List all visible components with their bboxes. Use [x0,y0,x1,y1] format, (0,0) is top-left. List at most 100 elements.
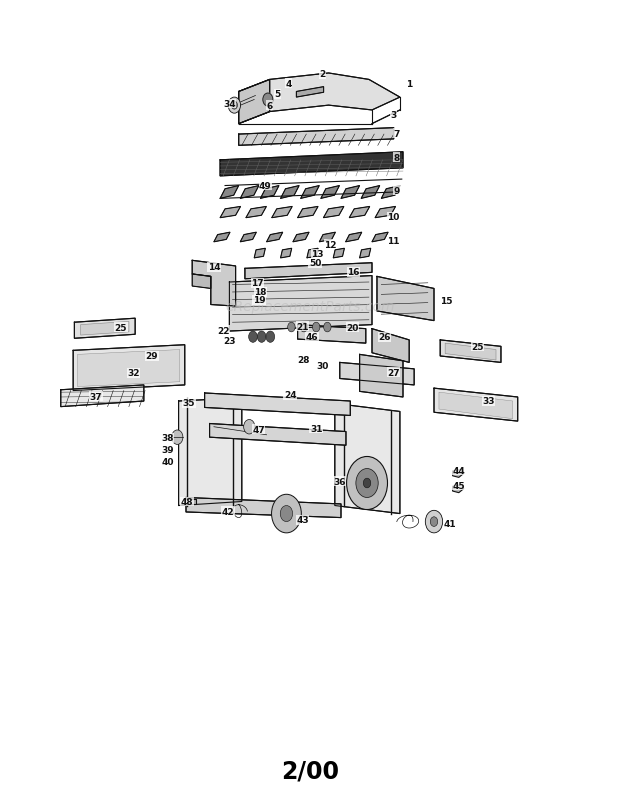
Text: 5: 5 [275,90,281,100]
Text: 15: 15 [440,296,453,306]
Text: 44: 44 [453,466,465,475]
Text: 26: 26 [378,332,391,342]
Text: 35: 35 [183,398,195,408]
Text: 11: 11 [388,236,400,246]
Text: 29: 29 [146,352,158,361]
Polygon shape [272,207,292,218]
Text: 46: 46 [306,332,318,342]
Text: 49: 49 [259,181,272,191]
Polygon shape [360,355,403,397]
Polygon shape [239,74,400,124]
Text: 33: 33 [482,397,495,406]
Text: 31: 31 [310,424,322,434]
Circle shape [249,332,257,343]
Text: 12: 12 [324,240,337,250]
Polygon shape [453,485,464,493]
Polygon shape [192,261,236,307]
Polygon shape [434,389,518,422]
Polygon shape [260,186,279,199]
Polygon shape [280,186,299,199]
Polygon shape [245,263,372,279]
Polygon shape [293,233,309,243]
Polygon shape [246,207,267,218]
Text: eReplacementParts.com: eReplacementParts.com [225,300,395,314]
Polygon shape [335,404,400,514]
Text: 24: 24 [284,390,296,400]
Text: 47: 47 [252,425,265,434]
Circle shape [363,479,371,488]
Text: 25: 25 [471,342,484,352]
Circle shape [430,517,438,527]
Polygon shape [439,393,513,419]
Polygon shape [179,398,242,506]
Circle shape [266,332,275,343]
Polygon shape [267,233,283,243]
Polygon shape [361,186,379,199]
Circle shape [228,98,241,114]
Polygon shape [349,207,370,218]
Polygon shape [296,88,324,98]
Polygon shape [184,499,196,504]
Polygon shape [240,186,259,199]
Text: 50: 50 [309,259,321,268]
Circle shape [347,457,388,510]
Circle shape [288,323,295,332]
Text: 39: 39 [161,445,174,454]
Text: 36: 36 [334,477,346,487]
Polygon shape [73,345,185,391]
Polygon shape [301,186,319,199]
Polygon shape [307,249,318,259]
Polygon shape [298,207,318,218]
Polygon shape [81,322,129,336]
Polygon shape [220,153,403,177]
Text: 17: 17 [251,279,264,288]
Polygon shape [78,350,180,387]
Polygon shape [220,186,239,199]
Circle shape [272,495,301,533]
Polygon shape [210,424,346,446]
Text: 4: 4 [285,79,291,89]
Circle shape [324,323,331,332]
Circle shape [172,430,183,445]
Text: 37: 37 [90,392,102,402]
Text: 30: 30 [316,361,329,371]
Polygon shape [360,249,371,259]
Polygon shape [372,329,409,363]
Circle shape [263,94,273,107]
Text: 32: 32 [127,369,140,378]
Polygon shape [334,249,345,259]
Text: 38: 38 [161,434,174,443]
Polygon shape [214,233,230,243]
Text: 6: 6 [267,101,273,111]
Text: 19: 19 [253,296,265,305]
Polygon shape [372,233,388,243]
Polygon shape [74,319,135,339]
Polygon shape [377,277,434,321]
Text: 10: 10 [388,213,400,222]
Text: 9: 9 [394,186,400,196]
Text: 45: 45 [453,481,465,491]
Polygon shape [220,207,241,218]
Text: 27: 27 [388,368,400,377]
Circle shape [280,506,293,522]
Text: 7: 7 [394,129,400,139]
Polygon shape [240,233,257,243]
Polygon shape [61,385,144,407]
Polygon shape [192,275,211,289]
Circle shape [257,332,266,343]
Polygon shape [239,80,270,124]
Text: 22: 22 [217,326,229,336]
Polygon shape [186,498,341,518]
Text: 41: 41 [444,519,456,528]
Circle shape [356,469,378,498]
Polygon shape [340,363,414,385]
Text: 2/00: 2/00 [281,759,339,783]
Text: 23: 23 [223,336,236,346]
Text: 40: 40 [161,457,174,467]
Circle shape [300,323,308,332]
Circle shape [231,102,237,110]
Text: 21: 21 [296,322,309,332]
Polygon shape [453,470,464,478]
Polygon shape [280,249,291,259]
Text: 8: 8 [394,153,400,163]
